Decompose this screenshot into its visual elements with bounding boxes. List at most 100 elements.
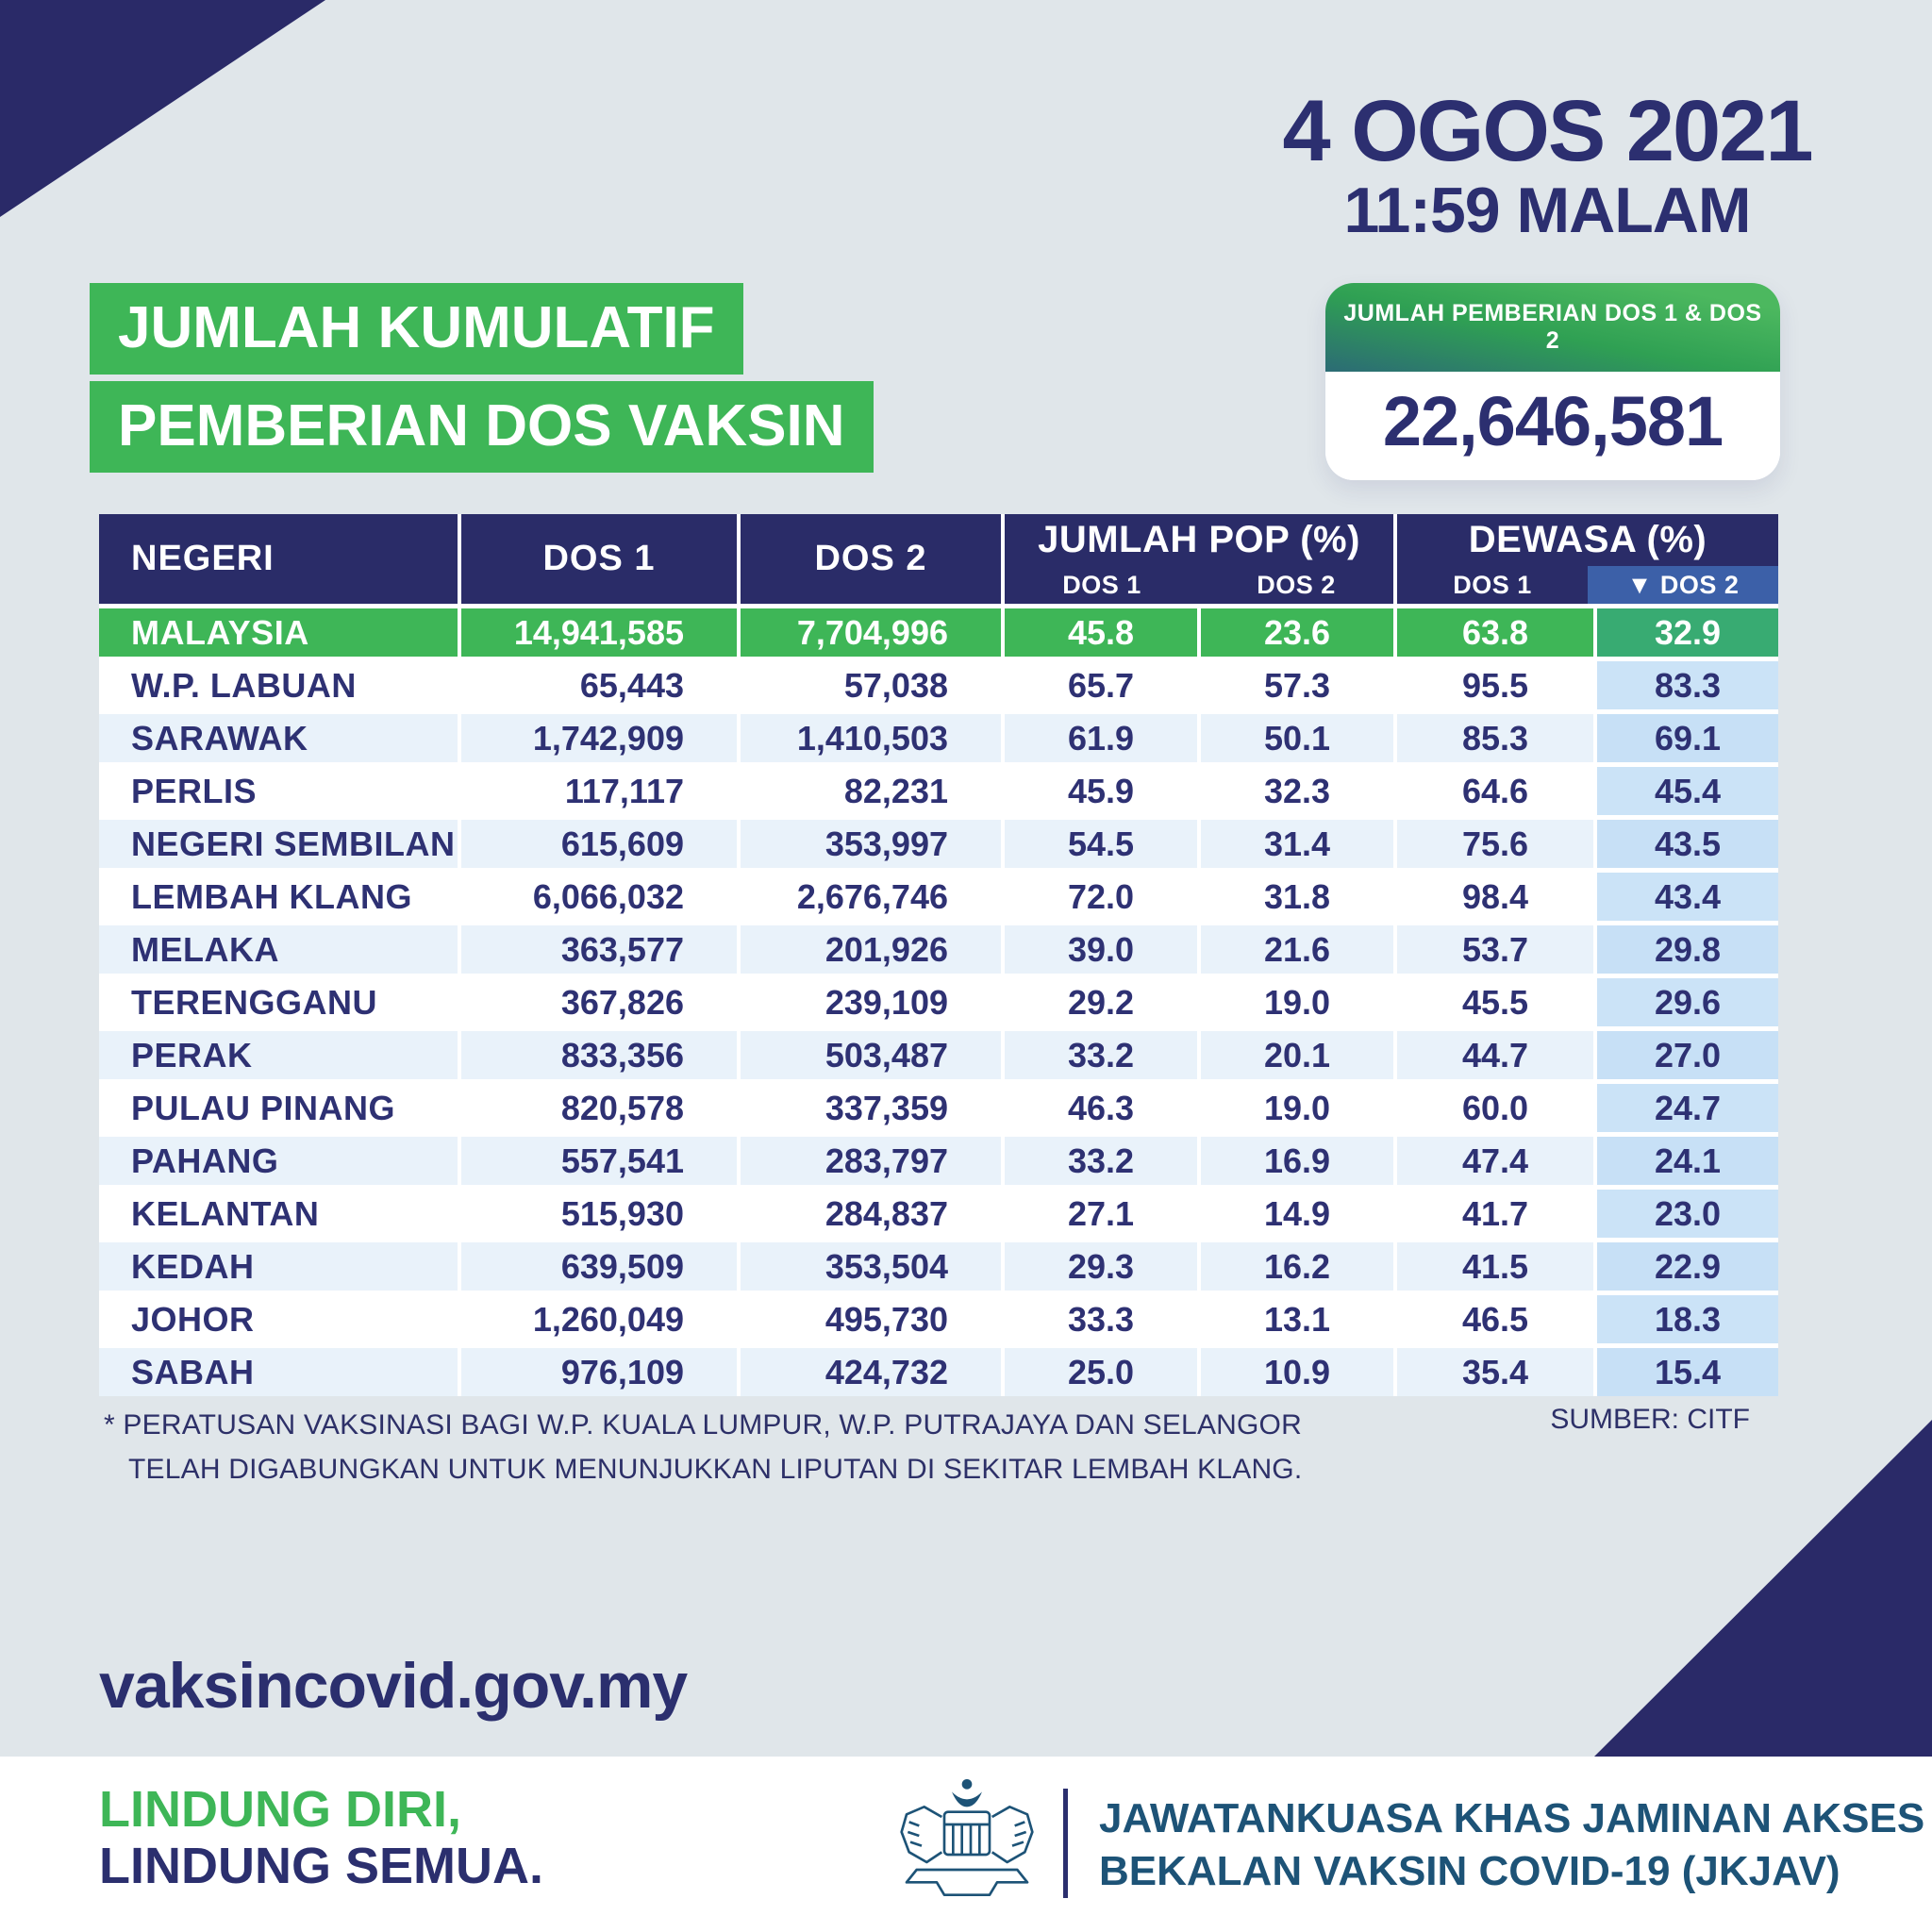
table-cell-dos1: 1,260,049 [461, 1295, 737, 1343]
table-cell-pop-dos2: 57.3 [1201, 661, 1393, 709]
table-cell-dewasa-dos1: 46.5 [1397, 1295, 1593, 1343]
source-label: SUMBER: CITF [1550, 1404, 1750, 1435]
table-cell-dos1: 615,609 [461, 820, 737, 868]
table-cell-dos1: 65,443 [461, 661, 737, 709]
crescent-icon [952, 1791, 982, 1807]
table-cell-negeri: NEGERI SEMBILAN [99, 820, 458, 868]
top-left-corner-triangle [0, 0, 325, 217]
table-cell-dewasa-dos2: 24.7 [1597, 1084, 1778, 1132]
table-cell-dos1: 6,066,032 [461, 873, 737, 921]
table-cell-dos2: 283,797 [741, 1137, 1001, 1185]
column-header-dewasa: DEWASA (%) [1468, 519, 1707, 560]
subheader-jumlah-pop-dos1: DOS 1 [1062, 570, 1141, 599]
table-cell-negeri: LEMBAH KLANG [99, 873, 458, 921]
table-cell-dewasa-dos1: 45.5 [1397, 978, 1593, 1026]
table-cell-pop-dos1: 27.1 [1005, 1190, 1197, 1238]
table-cell-dos2: 82,231 [741, 767, 1001, 815]
table-cell-pop-dos2: 16.9 [1201, 1137, 1393, 1185]
slogan-line2: LINDUNG SEMUA. [99, 1838, 543, 1895]
table-cell-pop-dos1: 33.3 [1005, 1295, 1197, 1343]
footnote: * PERATUSAN VAKSINASI BAGI W.P. KUALA LU… [104, 1404, 1302, 1491]
total-doses-card: JUMLAH PEMBERIAN DOS 1 & DOS 2 22,646,58… [1325, 283, 1780, 480]
table-cell-dewasa-dos1: 35.4 [1397, 1348, 1593, 1396]
table-cell-dos1: 363,577 [461, 925, 737, 974]
table-cell-pop-dos2: 13.1 [1201, 1295, 1393, 1343]
table-cell-negeri: KELANTAN [99, 1190, 458, 1238]
table-cell-negeri: JOHOR [99, 1295, 458, 1343]
table-cell-dewasa-dos2: 32.9 [1597, 608, 1778, 657]
table-cell-pop-dos2: 21.6 [1201, 925, 1393, 974]
page-title-line2: PEMBERIAN DOS VAKSIN [90, 381, 874, 473]
table-cell-pop-dos1: 61.9 [1005, 714, 1197, 762]
table-cell-pop-dos2: 19.0 [1201, 978, 1393, 1026]
dewasa-subheaders: DOS 1 ▼ DOS 2 [1397, 566, 1778, 604]
website-url: vaksincovid.gov.my [99, 1650, 688, 1722]
table-cell-dos1: 557,541 [461, 1137, 737, 1185]
table-cell-negeri: MELAKA [99, 925, 458, 974]
table-cell-dewasa-dos2: 18.3 [1597, 1295, 1778, 1343]
slogan: LINDUNG DIRI, LINDUNG SEMUA. [99, 1781, 543, 1895]
jumlah-pop-subheaders: DOS 1 DOS 2 [1005, 566, 1393, 604]
table-cell-dewasa-dos1: 63.8 [1397, 608, 1593, 657]
vaccination-table: NEGERI DOS 1 DOS 2 JUMLAH POP (%) DOS 1 … [99, 514, 1778, 1396]
column-header-negeri: NEGERI [99, 514, 458, 604]
table-cell-pop-dos2: 10.9 [1201, 1348, 1393, 1396]
table-cell-negeri: PULAU PINANG [99, 1084, 458, 1132]
table-cell-dos2: 495,730 [741, 1295, 1001, 1343]
report-date: 4 OGOS 2021 [1282, 83, 1814, 179]
table-cell-dos2: 503,487 [741, 1031, 1001, 1079]
table-cell-dos1: 14,941,585 [461, 608, 737, 657]
table-cell-dewasa-dos2: 83.3 [1597, 661, 1778, 709]
organization-name: JAWATANKUASA KHAS JAMINAN AKSES BEKALAN … [1099, 1792, 1924, 1899]
table-cell-negeri: W.P. LABUAN [99, 661, 458, 709]
total-doses-value: 22,646,581 [1325, 372, 1780, 480]
table-cell-dewasa-dos1: 53.7 [1397, 925, 1593, 974]
column-header-dos1: DOS 1 [461, 514, 737, 604]
table-cell-dewasa-dos1: 64.6 [1397, 767, 1593, 815]
footer-divider [1063, 1789, 1068, 1898]
table-cell-dewasa-dos1: 75.6 [1397, 820, 1593, 868]
table-cell-negeri: SABAH [99, 1348, 458, 1396]
table-cell-dewasa-dos2: 43.5 [1597, 820, 1778, 868]
table-cell-pop-dos2: 50.1 [1201, 714, 1393, 762]
table-cell-dos2: 284,837 [741, 1190, 1001, 1238]
table-cell-negeri: TERENGGANU [99, 978, 458, 1026]
table-cell-dewasa-dos1: 47.4 [1397, 1137, 1593, 1185]
table-cell-pop-dos2: 31.8 [1201, 873, 1393, 921]
table-cell-pop-dos1: 29.3 [1005, 1242, 1197, 1291]
table-cell-pop-dos1: 72.0 [1005, 873, 1197, 921]
table-cell-pop-dos1: 45.9 [1005, 767, 1197, 815]
subheader-dewasa-dos1: DOS 1 [1453, 570, 1532, 599]
table-cell-dos1: 117,117 [461, 767, 737, 815]
table-cell-dewasa-dos2: 22.9 [1597, 1242, 1778, 1291]
table-cell-dewasa-dos2: 24.1 [1597, 1137, 1778, 1185]
table-cell-dos1: 367,826 [461, 978, 737, 1026]
column-header-dos2: DOS 2 [741, 514, 1001, 604]
table-cell-pop-dos2: 32.3 [1201, 767, 1393, 815]
table-cell-dewasa-dos2: 29.6 [1597, 978, 1778, 1026]
table-cell-negeri: MALAYSIA [99, 608, 458, 657]
table-cell-dos2: 1,410,503 [741, 714, 1001, 762]
table-cell-dos1: 1,742,909 [461, 714, 737, 762]
table-cell-dos1: 976,109 [461, 1348, 737, 1396]
column-group-jumlah-pop: JUMLAH POP (%) DOS 1 DOS 2 [1005, 514, 1393, 604]
table-cell-pop-dos2: 23.6 [1201, 608, 1393, 657]
report-datetime: 4 OGOS 2021 11:59 MALAM [1274, 83, 1821, 243]
table-cell-dewasa-dos2: 27.0 [1597, 1031, 1778, 1079]
column-group-dewasa: DEWASA (%) DOS 1 ▼ DOS 2 [1397, 514, 1778, 604]
page-title-line1: JUMLAH KUMULATIF [90, 283, 743, 375]
table-cell-dos2: 2,676,746 [741, 873, 1001, 921]
table-cell-dewasa-dos1: 85.3 [1397, 714, 1593, 762]
subheader-jumlah-pop-dos2: DOS 2 [1257, 570, 1336, 599]
organization-name-line2: BEKALAN VAKSIN COVID-19 (JKJAV) [1099, 1848, 1840, 1895]
table-cell-dewasa-dos1: 98.4 [1397, 873, 1593, 921]
table-cell-dewasa-dos2: 23.0 [1597, 1190, 1778, 1238]
table-cell-dos1: 639,509 [461, 1242, 737, 1291]
table-cell-negeri: PERLIS [99, 767, 458, 815]
column-header-jumlah-pop: JUMLAH POP (%) [1038, 519, 1360, 560]
table-cell-dewasa-dos2: 43.4 [1597, 873, 1778, 921]
table-cell-dewasa-dos1: 95.5 [1397, 661, 1593, 709]
table-cell-dewasa-dos2: 45.4 [1597, 767, 1778, 815]
table-cell-dos2: 353,504 [741, 1242, 1001, 1291]
table-cell-dos1: 833,356 [461, 1031, 737, 1079]
